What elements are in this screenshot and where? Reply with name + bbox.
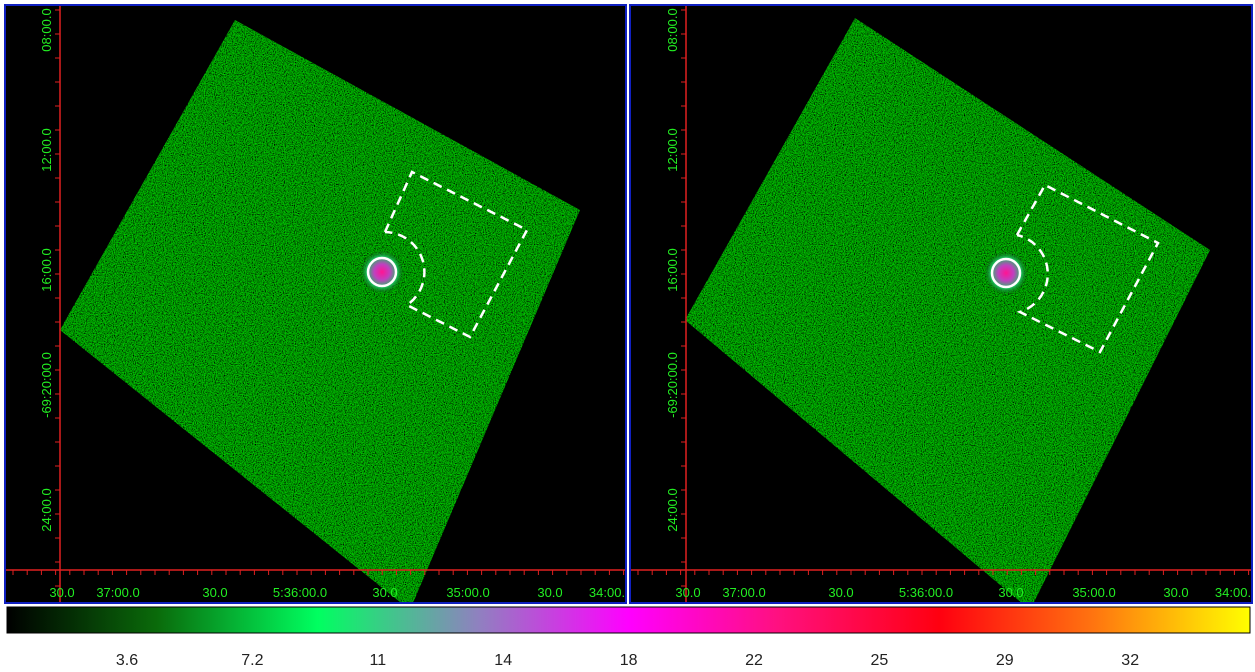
colorbar-label: 3.6 [116, 652, 138, 669]
image-panel: 30.0 37:00.0 30.0 5:36:00.0 30.0 35:00.0 30.0 3… [630, 5, 1252, 610]
x-tick-label: 30.0 [202, 585, 227, 600]
panels: 30.0 37:00.0 30.0 5:36:00.0 30.0 35:00.0 30.0 3… [5, 5, 1252, 610]
colorbar-label: 18 [620, 652, 638, 669]
colorbar-label: 7.2 [241, 652, 263, 669]
y-tick-label: 16:00.0 [665, 248, 680, 291]
x-tick-label: 35:00.0 [1072, 585, 1115, 600]
y-tick-label: 16:00.0 [39, 248, 54, 291]
x-tick-label: 5:36:00.0 [899, 585, 953, 600]
x-tick-label: 30.0 [675, 585, 700, 600]
colorbar-labels: 3.6 7.2 11 14 18 22 25 29 32 [116, 652, 1139, 669]
x-tick-label: 34:00. [1215, 585, 1251, 600]
x-tick-label: 35:00.0 [446, 585, 489, 600]
y-tick-label: 08:00.0 [39, 8, 54, 51]
source-glow [360, 250, 404, 294]
colorbar-label: 25 [871, 652, 889, 669]
x-tick-label: 30.0 [998, 585, 1023, 600]
colorbar-label: 29 [996, 652, 1014, 669]
x-tick-label: 30.0 [49, 585, 74, 600]
ds9-window: 30.0 37:00.0 30.0 5:36:00.0 30.0 35:00.0 30.0 3… [0, 0, 1255, 672]
y-tick-label: 12:00.0 [665, 128, 680, 171]
x-tick-label: 5:36:00.0 [273, 585, 327, 600]
colorbar-label: 32 [1121, 652, 1139, 669]
x-tick-label: 30.0 [372, 585, 397, 600]
x-tick-label: 34:00. [589, 585, 625, 600]
colorbar-label: 11 [369, 652, 386, 669]
colorbar-label: 22 [745, 652, 763, 669]
x-tick-label: 30.0 [537, 585, 562, 600]
x-tick-label: 30.0 [1163, 585, 1188, 600]
x-tick-label: 30.0 [828, 585, 853, 600]
y-tick-label: 24:00.0 [39, 488, 54, 531]
y-tick-label: -69:20:00.0 [39, 352, 54, 418]
colorbar-label: 14 [494, 652, 512, 669]
source-glow [984, 251, 1028, 295]
y-tick-label: 08:00.0 [665, 8, 680, 51]
x-tick-label: 37:00.0 [722, 585, 765, 600]
y-tick-label: 24:00.0 [665, 488, 680, 531]
colorbar [7, 607, 1250, 633]
y-tick-label: -69:20:00.0 [665, 352, 680, 418]
image-panel: 30.0 37:00.0 30.0 5:36:00.0 30.0 35:00.0 30.0 3… [5, 5, 626, 610]
y-tick-label: 12:00.0 [39, 128, 54, 171]
x-tick-label: 37:00.0 [96, 585, 139, 600]
